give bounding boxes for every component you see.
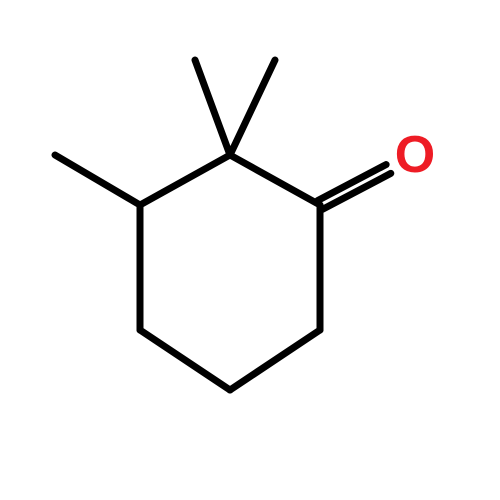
bond (140, 155, 230, 205)
bond (230, 60, 275, 155)
molecule-diagram: O (0, 0, 500, 500)
bond (230, 330, 320, 390)
atom-label-o: O (395, 126, 435, 184)
bond (195, 60, 230, 155)
bond (55, 155, 140, 205)
bond (140, 330, 230, 390)
bond (230, 155, 320, 205)
